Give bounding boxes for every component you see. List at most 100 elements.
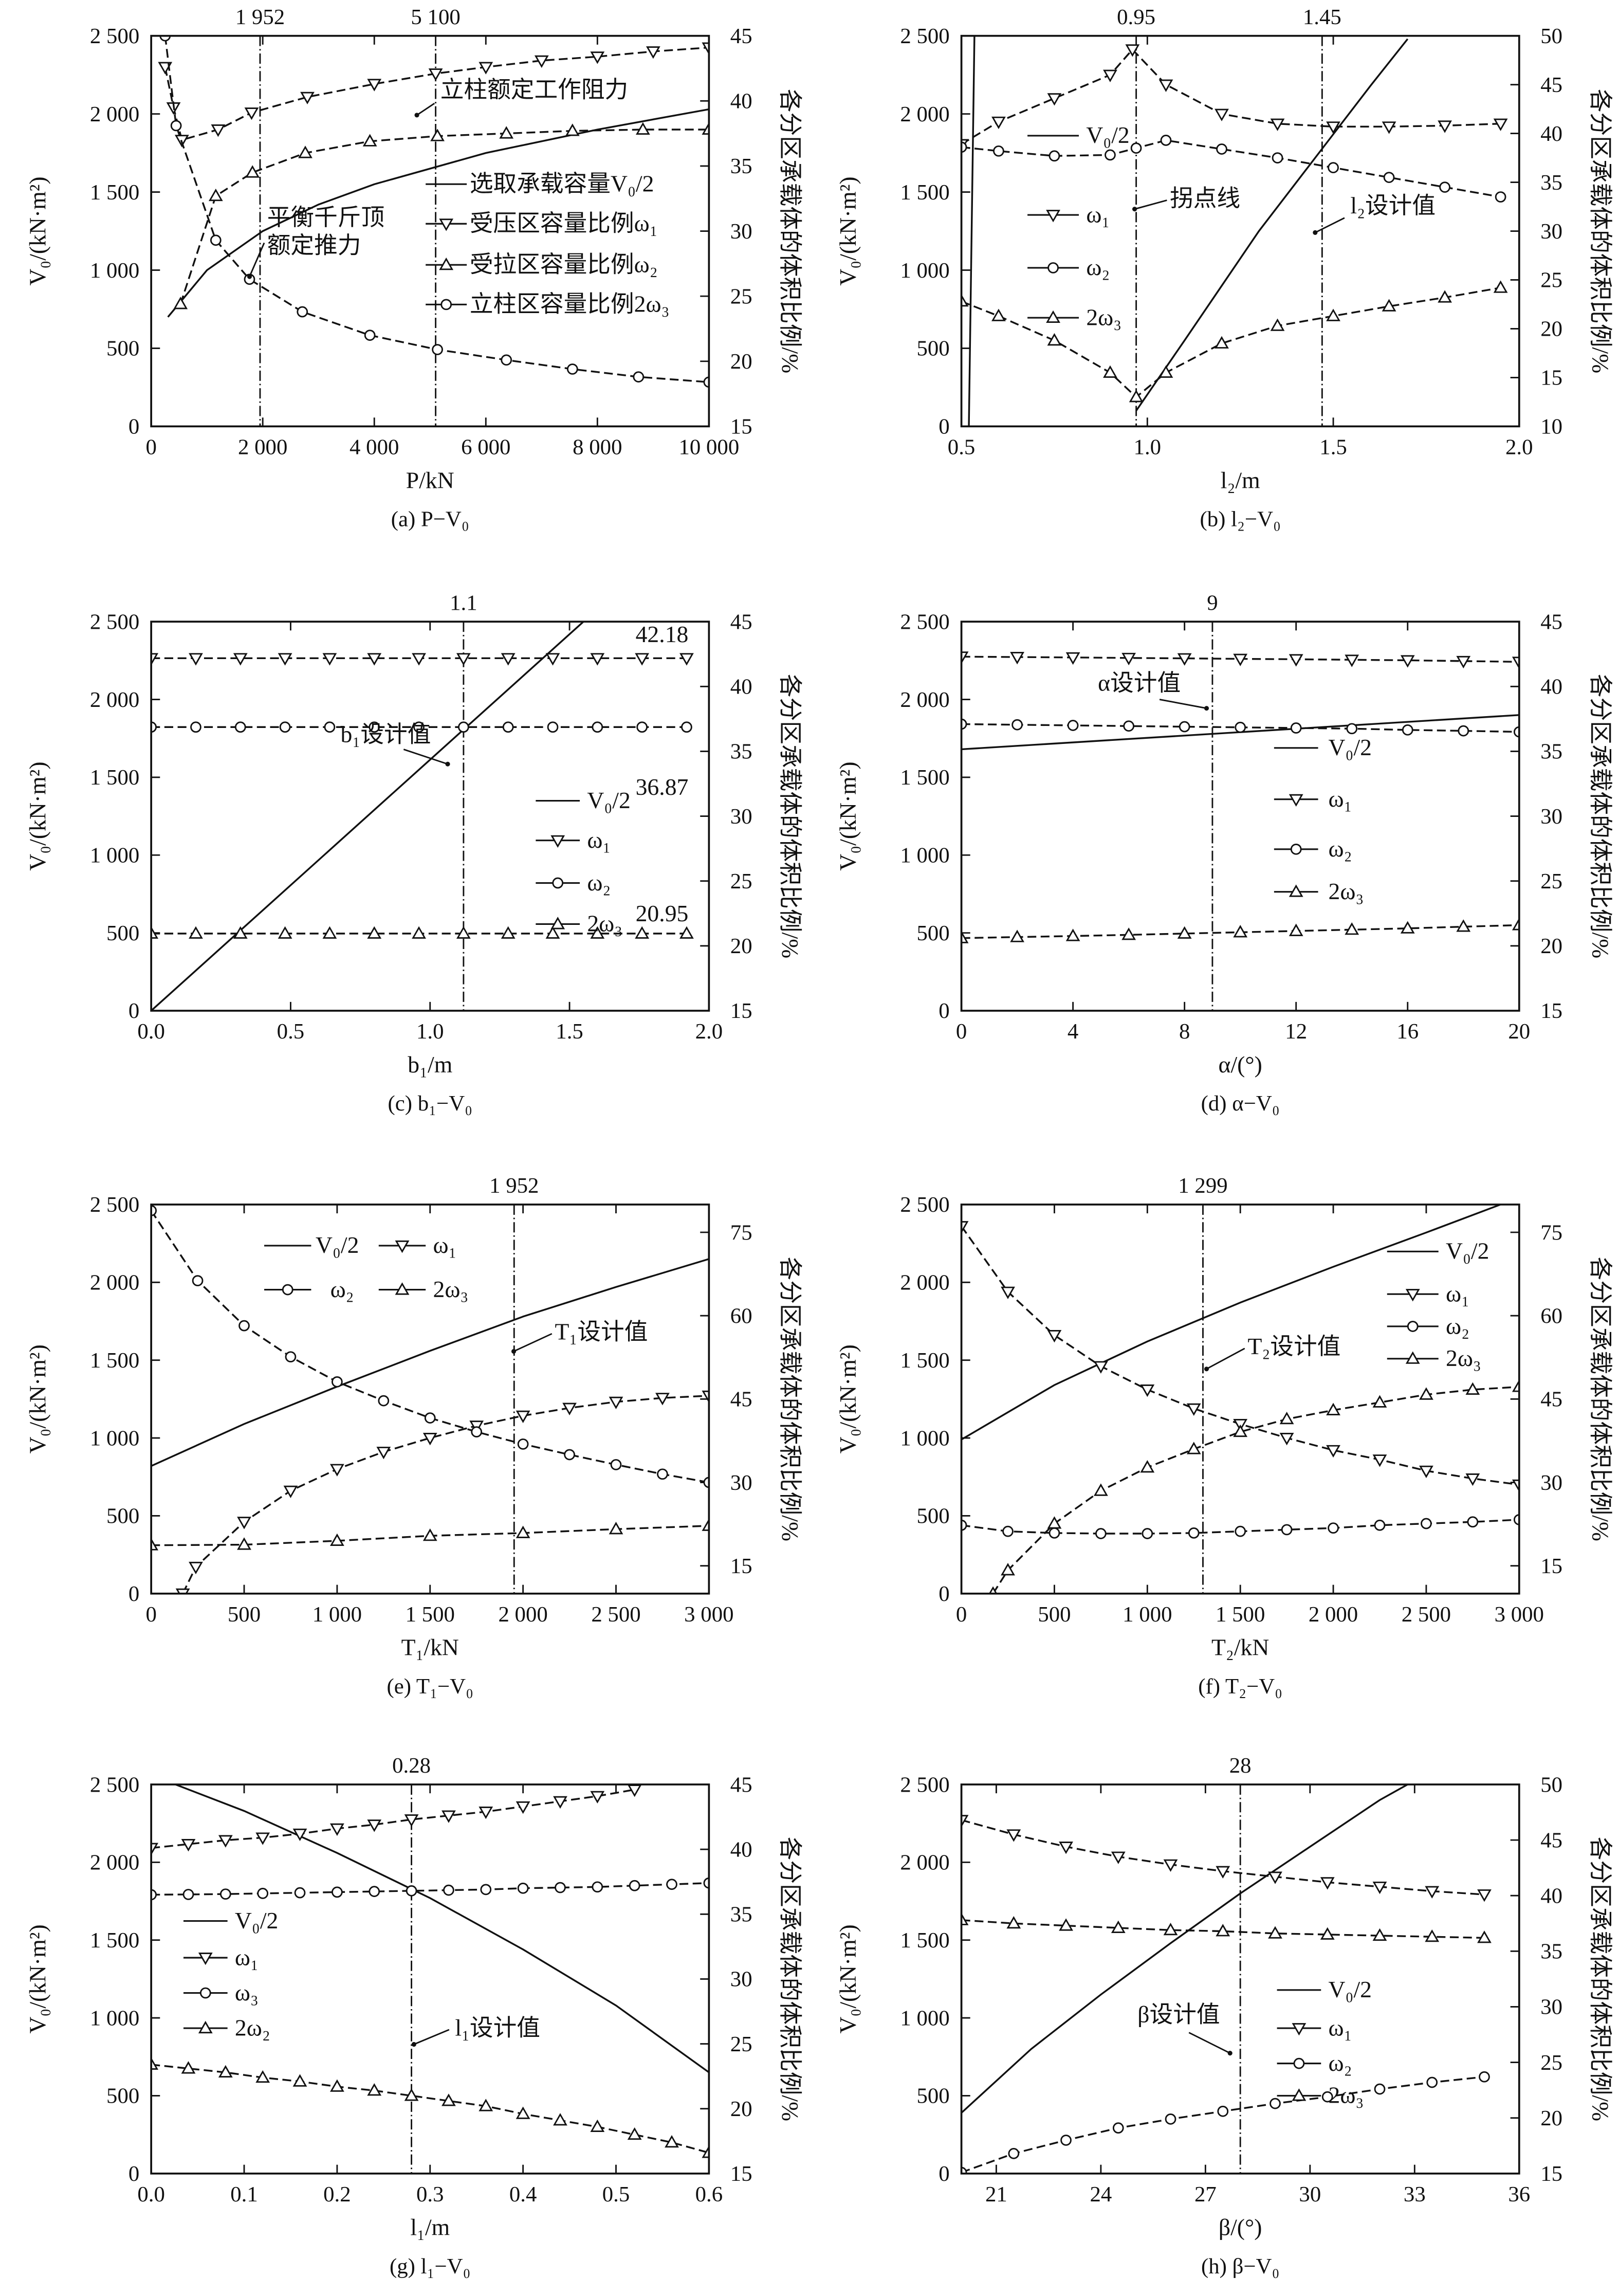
down-triangle-marker (237, 1517, 251, 1529)
annotation-arrow (1206, 1347, 1245, 1370)
up-triangle-marker (1140, 1460, 1155, 1473)
x-tick-label: 2 500 (591, 1602, 640, 1627)
y2-tick-label: 60 (1540, 1304, 1562, 1328)
down-triangle-marker (646, 46, 660, 59)
x-tick-label: 0 (956, 1019, 967, 1044)
y-tick-label: 0 (128, 1582, 139, 1606)
x-tick-label: 1 000 (312, 1602, 362, 1627)
circle-marker (547, 721, 559, 733)
y2-tick-label: 75 (730, 1220, 752, 1245)
y2-tick-label: 45 (730, 24, 752, 48)
y2-axis-label: 各分区承载体的体积比例/% (777, 1257, 803, 1541)
down-triangle-marker (1268, 1871, 1282, 1884)
up-triangle-marker (961, 931, 969, 943)
y-axis-label: V₀/(kN·m²) (835, 761, 861, 870)
down-triangle-marker (1382, 121, 1396, 134)
circle-marker (182, 1889, 194, 1900)
x-tick-label: 0.0 (137, 2182, 165, 2207)
down-triangle-marker (292, 1828, 307, 1842)
y-tick-label: 1 500 (90, 180, 139, 205)
up-triangle-marker (208, 188, 223, 202)
legend-label: ω₁ (1329, 786, 1352, 812)
down-triangle-marker (151, 653, 159, 666)
y-tick-label: 1 000 (900, 259, 949, 283)
up-triangle-marker (218, 2065, 233, 2078)
y-tick-label: 1 000 (90, 259, 139, 283)
down-triangle-marker (479, 1806, 493, 1819)
down-triangle-marker (1140, 1384, 1155, 1397)
y2-axis-label: 各分区承载体的体积比例/% (1588, 674, 1614, 958)
y-axis-label: V₀/(kN·m²) (25, 761, 51, 870)
y2-tick-label: 50 (1540, 1773, 1562, 1797)
series-2 (961, 1514, 1519, 1539)
series-1 (151, 1784, 642, 1855)
down-triangle-marker (244, 107, 259, 120)
up-triangle-marker (1186, 1442, 1201, 1454)
y-tick-label: 2 500 (900, 1193, 949, 1217)
circle-marker (1374, 1519, 1386, 1531)
up-triangle-marker (1059, 1918, 1073, 1931)
y-tick-label: 2 000 (900, 1271, 949, 1295)
up-triangle-marker (292, 2074, 307, 2087)
up-triangle-marker (151, 926, 159, 939)
circle-marker (1130, 142, 1142, 154)
down-triangle-marker (961, 1221, 969, 1234)
vline-label: 28 (1229, 1754, 1252, 1778)
legend-label: V₀/2 (1329, 1976, 1372, 2002)
annotation: 额定推力 (267, 232, 361, 258)
x-tick-label: 0 (145, 1602, 156, 1627)
up-triangle-marker (1465, 1382, 1480, 1395)
panel-g: 0.0 0.1 0.2 0.3 0.4 0.5 0.6 0 500 1 000 1 500 2 000… (25, 1754, 804, 2279)
series-3 (961, 1912, 1492, 1943)
arrow-head (445, 761, 450, 767)
down-triangle-marker (1125, 44, 1140, 57)
up-triangle-marker (550, 917, 565, 930)
y-tick-label: 1 500 (90, 766, 139, 790)
annotation-arrow (249, 242, 265, 277)
y-axis-label: V₀/(kN·m²) (25, 1924, 51, 2033)
legend-label: V₀/2 (316, 1232, 359, 1258)
x-tick-label: 33 (1404, 2182, 1426, 2207)
x-tick-label: 1 000 (1123, 1602, 1172, 1627)
down-triangle-marker (283, 1485, 298, 1499)
y2-tick-label: 35 (730, 154, 752, 178)
down-triangle-marker (1493, 118, 1508, 131)
panel-h: 21 24 27 30 33 36 0 500 1 000 1 500 2 000 2 500 15 20… (835, 1754, 1614, 2279)
up-triangle-marker (198, 2020, 213, 2034)
x-tick-label: 0.0 (137, 1019, 165, 1044)
circle-marker (1123, 720, 1134, 732)
y-tick-label: 1 500 (900, 180, 949, 205)
legend-label: ω₁ (1329, 2014, 1352, 2040)
circle-marker (502, 721, 514, 733)
up-triangle-marker (627, 2127, 642, 2140)
circle-marker (1160, 135, 1172, 146)
legend-label: 选取承载容量V₀/2 (470, 170, 654, 196)
down-triangle-marker (655, 1393, 670, 1406)
plot-frame (150, 1204, 710, 1595)
up-triangle-marker (298, 145, 312, 158)
up-triangle-marker (501, 926, 516, 939)
legend-label: 立柱区容量比例2ω₃ (470, 291, 670, 317)
annotation: β设计值 (1137, 2001, 1220, 2028)
x-tick-label: 0 (145, 435, 156, 460)
circle-marker (636, 721, 648, 733)
circle-marker (703, 376, 709, 388)
down-triangle-marker (562, 1402, 577, 1415)
down-triangle-marker (367, 79, 382, 92)
x-tick-label: 2.0 (695, 1019, 723, 1044)
up-triangle-marker (255, 2070, 270, 2083)
up-triangle-marker (1065, 928, 1080, 941)
legend-label: ω₃ (235, 1979, 259, 2006)
panel-caption: (a) P−V₀ (391, 507, 469, 532)
down-triangle-marker (1103, 69, 1117, 82)
down-triangle-marker (1438, 120, 1452, 133)
circle-marker (1426, 2076, 1438, 2088)
y-tick-label: 0 (128, 999, 139, 1023)
down-triangle-marker (1216, 1866, 1230, 1879)
x-tick-label: 0.6 (695, 2182, 723, 2207)
y-tick-label: 500 (106, 2084, 139, 2108)
up-triangle-marker (1372, 1395, 1387, 1408)
y2-tick-label: 20 (1540, 317, 1562, 341)
y2-tick-label: 10 (1540, 415, 1562, 439)
annotation: 平衡千斤顶 (267, 204, 384, 230)
